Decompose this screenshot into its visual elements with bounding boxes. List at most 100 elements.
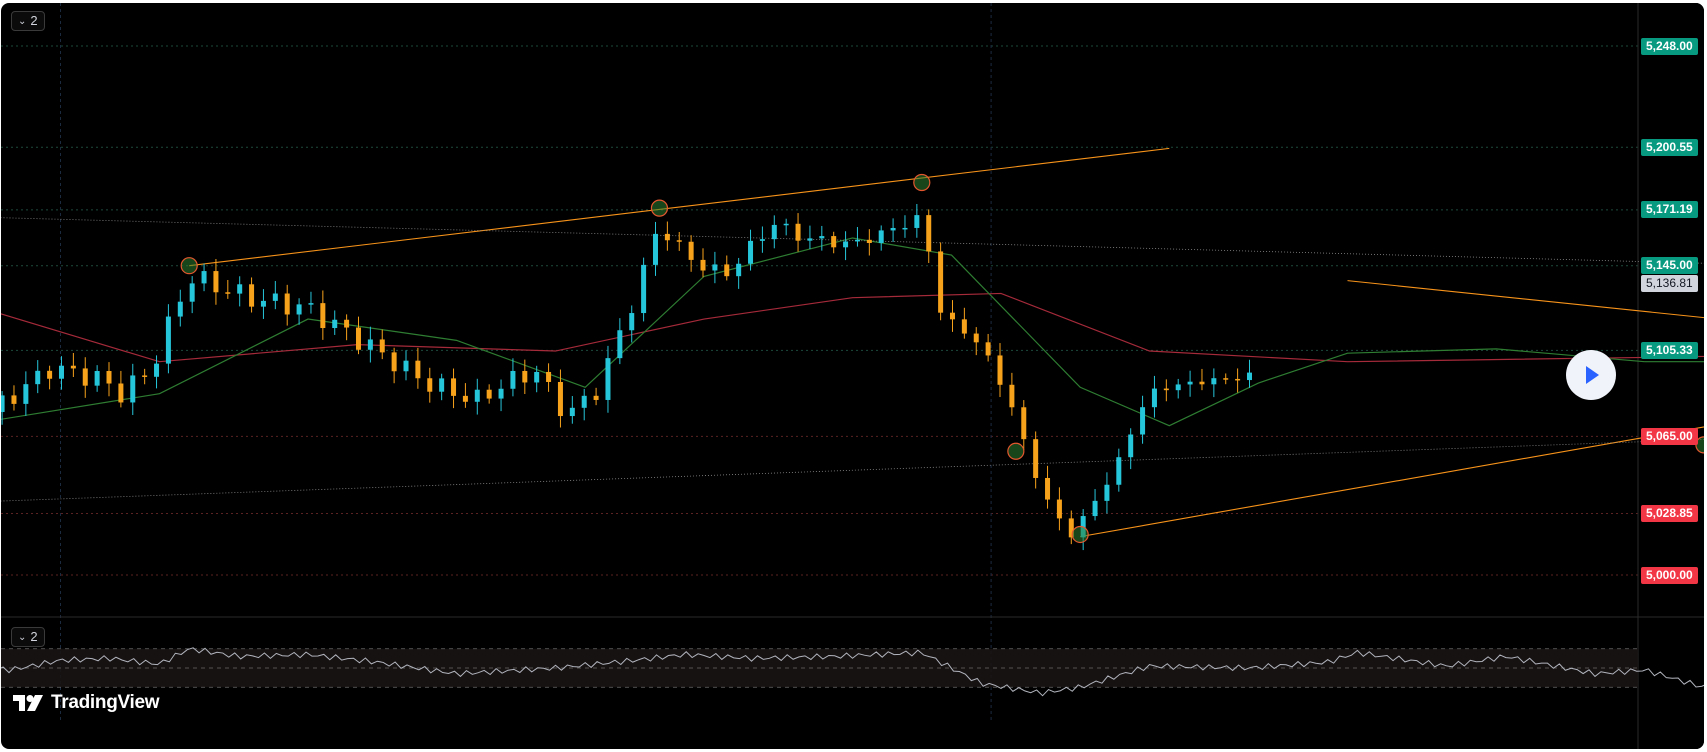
trendline xyxy=(1,439,1704,502)
candle-body xyxy=(866,239,872,243)
tradingview-logo[interactable]: TradingView xyxy=(13,692,160,714)
candle-body xyxy=(379,339,385,353)
candle-body xyxy=(23,384,29,404)
candle-body xyxy=(1116,457,1122,485)
candle-body xyxy=(1246,372,1252,381)
candle-body xyxy=(938,251,944,313)
rsi-pane-collapse-button[interactable]: ⌄ 2 xyxy=(11,627,45,647)
candle-body xyxy=(795,223,801,241)
candle-body xyxy=(1187,381,1193,385)
candle-body xyxy=(415,360,421,379)
candle-body xyxy=(94,371,100,386)
candle-body xyxy=(142,375,148,377)
main-pane-collapse-button[interactable]: ⌄ 2 xyxy=(11,11,45,31)
swing-point-marker xyxy=(1007,442,1025,460)
candle-body xyxy=(201,271,207,284)
candle-body xyxy=(890,227,896,231)
candle-body xyxy=(1056,499,1062,519)
price-label: 5,000.00 xyxy=(1641,566,1698,584)
current-price-label: 5,136.81 xyxy=(1641,274,1698,292)
candle-body xyxy=(771,224,777,240)
trendline xyxy=(1,217,1704,264)
chart-frame[interactable]: ⌄ 2 ⌄ 2 5,248.00 5,200.55 5,171.19 5,145.00 5,… xyxy=(1,3,1704,749)
candle-body xyxy=(58,365,64,379)
candle-body xyxy=(462,395,468,402)
candle-body xyxy=(213,271,219,293)
candle-body xyxy=(1175,384,1181,391)
price-label: 5,028.85 xyxy=(1641,504,1698,522)
price-axis-bg xyxy=(1638,3,1704,749)
candle-body xyxy=(629,313,635,331)
candle-body xyxy=(676,240,682,242)
candle-body xyxy=(118,383,124,403)
candle-body xyxy=(926,215,932,252)
candle-body xyxy=(712,264,718,271)
candle-body xyxy=(949,312,955,320)
candle-body xyxy=(1211,378,1217,385)
candle-body xyxy=(557,381,563,417)
price-label: 5,105.33 xyxy=(1641,341,1698,359)
candle-body xyxy=(332,319,338,329)
candle-body xyxy=(296,304,302,315)
candle-body xyxy=(985,342,991,356)
candle-body xyxy=(474,389,480,402)
candle-body xyxy=(736,263,742,277)
candle-body xyxy=(308,303,314,305)
candle-body xyxy=(807,238,813,241)
candle-body xyxy=(260,300,266,307)
candle-body xyxy=(1140,407,1146,435)
candle-body xyxy=(70,365,76,369)
swing-point-marker xyxy=(650,199,669,217)
candle-body xyxy=(664,233,670,241)
candle-body xyxy=(177,301,183,317)
candle-body xyxy=(189,283,195,302)
candle-body xyxy=(914,215,920,228)
candle-body xyxy=(403,360,409,372)
candle-body xyxy=(534,371,540,383)
candle-body xyxy=(355,327,361,350)
candle-body xyxy=(569,407,575,417)
candle-body xyxy=(1104,484,1110,501)
rsi-line xyxy=(1,647,1704,697)
replay-play-button[interactable] xyxy=(1566,350,1616,400)
candle-body xyxy=(831,236,837,248)
candle-body xyxy=(225,292,231,294)
candle-body xyxy=(605,358,611,400)
candle-body xyxy=(1092,500,1098,517)
candle-body xyxy=(819,236,825,239)
candle-body xyxy=(391,352,397,372)
candle-body xyxy=(652,233,658,265)
candle-body xyxy=(320,303,326,329)
candle-body xyxy=(1021,407,1027,440)
swing-point-marker xyxy=(913,173,931,192)
candle-body xyxy=(878,230,884,243)
candle-body xyxy=(593,395,599,400)
candle-body xyxy=(759,239,765,241)
candle-body xyxy=(1045,477,1051,500)
candle-body xyxy=(284,293,290,315)
candle-body xyxy=(1163,388,1169,391)
candle-body xyxy=(498,388,504,399)
swing-point-marker xyxy=(1695,436,1704,454)
ma-slow-line xyxy=(1,292,1704,363)
chart-canvas[interactable] xyxy=(1,3,1704,749)
trendline xyxy=(189,147,1170,267)
candle-body xyxy=(272,293,278,301)
candle-body xyxy=(1235,378,1241,381)
play-icon xyxy=(1586,366,1599,384)
candle-body xyxy=(748,240,754,264)
candle-body xyxy=(546,371,552,382)
candle-body xyxy=(1199,381,1205,385)
chevron-down-icon: ⌄ xyxy=(18,16,27,27)
candle-body xyxy=(439,378,445,392)
candle-body xyxy=(724,264,730,277)
candle-body xyxy=(688,241,694,260)
candle-body xyxy=(486,389,492,399)
candle-body xyxy=(165,316,171,364)
rsi-pane-count: 2 xyxy=(30,629,38,644)
chevron-down-icon: ⌄ xyxy=(18,632,27,643)
candle-body xyxy=(47,370,53,379)
candle-body xyxy=(427,378,433,392)
price-label: 5,200.55 xyxy=(1641,138,1698,156)
candle-body xyxy=(854,239,860,242)
